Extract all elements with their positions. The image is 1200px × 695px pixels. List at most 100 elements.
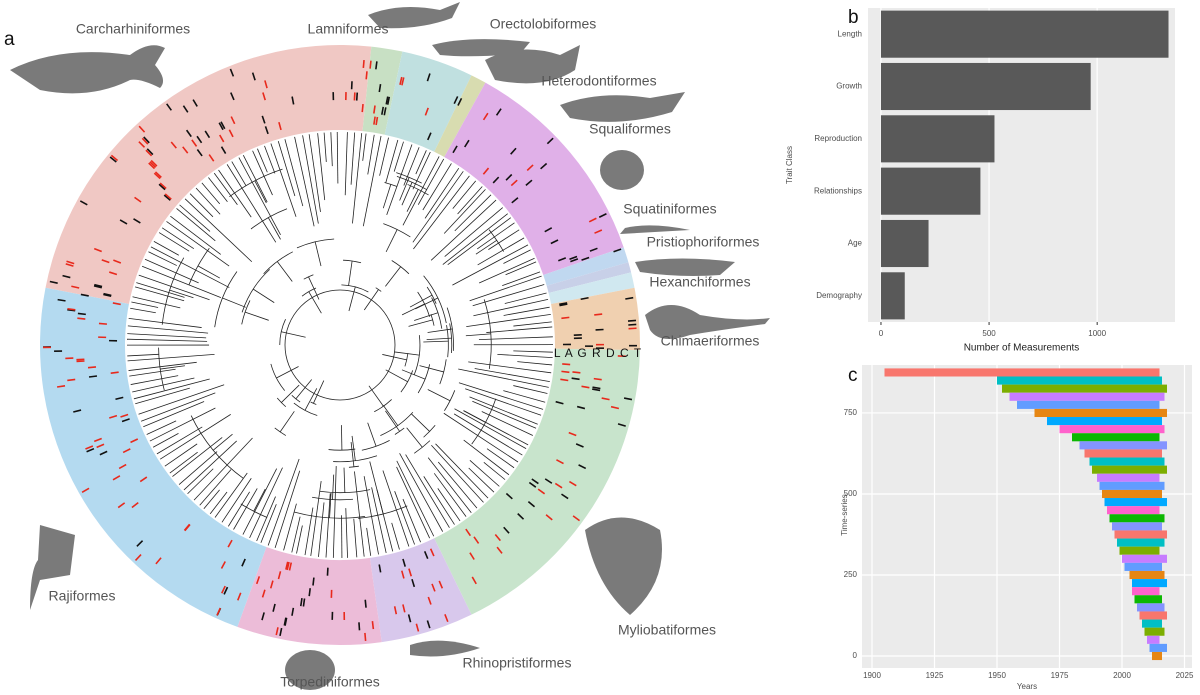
trait-tick (136, 540, 144, 547)
panel-label: c (848, 365, 858, 386)
trait-tick (139, 476, 148, 483)
branch (406, 427, 423, 448)
branch (293, 402, 318, 416)
branch (143, 401, 205, 428)
branch (426, 337, 452, 341)
trait-tick (133, 218, 141, 224)
series-span (1017, 400, 1160, 409)
branch (332, 466, 337, 558)
branch (213, 172, 238, 206)
branch (127, 353, 159, 357)
branch (304, 507, 314, 556)
branch (227, 491, 250, 527)
branch (253, 488, 266, 512)
branch (465, 388, 542, 416)
branch (362, 133, 367, 161)
branch (453, 413, 523, 456)
trait-tick (185, 129, 192, 138)
trait-tick (228, 129, 234, 138)
trait-tick (285, 561, 289, 570)
branch (283, 503, 297, 551)
branch (314, 241, 322, 267)
x-tick-label: 500 (982, 329, 996, 338)
branch (386, 144, 413, 215)
trait-tick (527, 501, 536, 508)
branch (374, 399, 392, 413)
trait-tick (221, 585, 226, 594)
branch (475, 239, 497, 255)
series-span (1084, 449, 1162, 458)
trait-tick (149, 161, 157, 168)
trait-tick (117, 502, 126, 509)
branch (350, 132, 356, 185)
branch (199, 469, 232, 506)
trait-tick (576, 405, 586, 410)
shark-silhouette (560, 92, 685, 122)
series-span (1059, 425, 1165, 434)
panel-label: a (4, 29, 15, 50)
trait-tick (581, 256, 590, 261)
trait-tick (361, 104, 364, 113)
timeseries-panel: c 1900 1925 1950 1975 2000 2025 0 250 500 750 Years… (840, 365, 1194, 691)
branch (330, 132, 333, 167)
trait-tick (163, 194, 171, 201)
branch (148, 251, 177, 266)
series-span (1092, 465, 1167, 474)
trait-tick (496, 546, 503, 554)
y-tick-label: 750 (844, 408, 858, 417)
branch (242, 468, 278, 535)
y-tick-label: Relationships (814, 186, 862, 195)
branch (267, 458, 300, 546)
branch (176, 208, 216, 242)
trait-tick (115, 396, 124, 401)
clade-label: Rhinopristiformes (463, 655, 572, 671)
trait-tick (510, 179, 518, 187)
trait-tick (103, 292, 112, 297)
branch (393, 141, 404, 172)
branch (367, 134, 375, 175)
branch (468, 467, 495, 493)
trait-tick (299, 598, 303, 607)
branch (166, 221, 230, 267)
trait-tick (371, 621, 375, 630)
branch (249, 467, 283, 539)
branch (465, 333, 491, 337)
clade-sector (434, 75, 486, 157)
series-span (1009, 392, 1165, 401)
trait-tick (148, 162, 156, 170)
trait-tick (208, 154, 215, 162)
trait-tick (113, 259, 122, 264)
trait-tick (561, 316, 570, 320)
trait-tick (431, 583, 436, 592)
trait-tick (556, 459, 564, 465)
trait-tick (598, 213, 607, 218)
branch (488, 229, 505, 252)
branch (344, 132, 348, 196)
trait-tick (375, 61, 378, 70)
trait-tick (79, 200, 88, 206)
branch (463, 439, 510, 476)
branch (463, 410, 486, 423)
branch (308, 276, 320, 300)
trait-tick (559, 302, 568, 306)
trait-tick (473, 536, 480, 544)
series-span (1147, 635, 1160, 644)
y-tick-label: 500 (844, 489, 858, 498)
branch (430, 314, 435, 326)
ring-header: L A G R D C T (554, 346, 642, 360)
branch (415, 150, 427, 175)
branch (252, 288, 275, 303)
trait-tick (101, 259, 110, 264)
trait-tick (623, 397, 633, 401)
branch (437, 488, 461, 522)
trait-tick (517, 513, 525, 520)
trait-tick (269, 580, 274, 589)
branch (319, 489, 371, 494)
trait-tick (393, 606, 398, 615)
trait-tick (373, 116, 376, 125)
trait-tick (411, 578, 416, 588)
branch (427, 389, 451, 402)
series-span (1134, 595, 1162, 604)
branch (502, 271, 541, 287)
branch (444, 207, 503, 257)
